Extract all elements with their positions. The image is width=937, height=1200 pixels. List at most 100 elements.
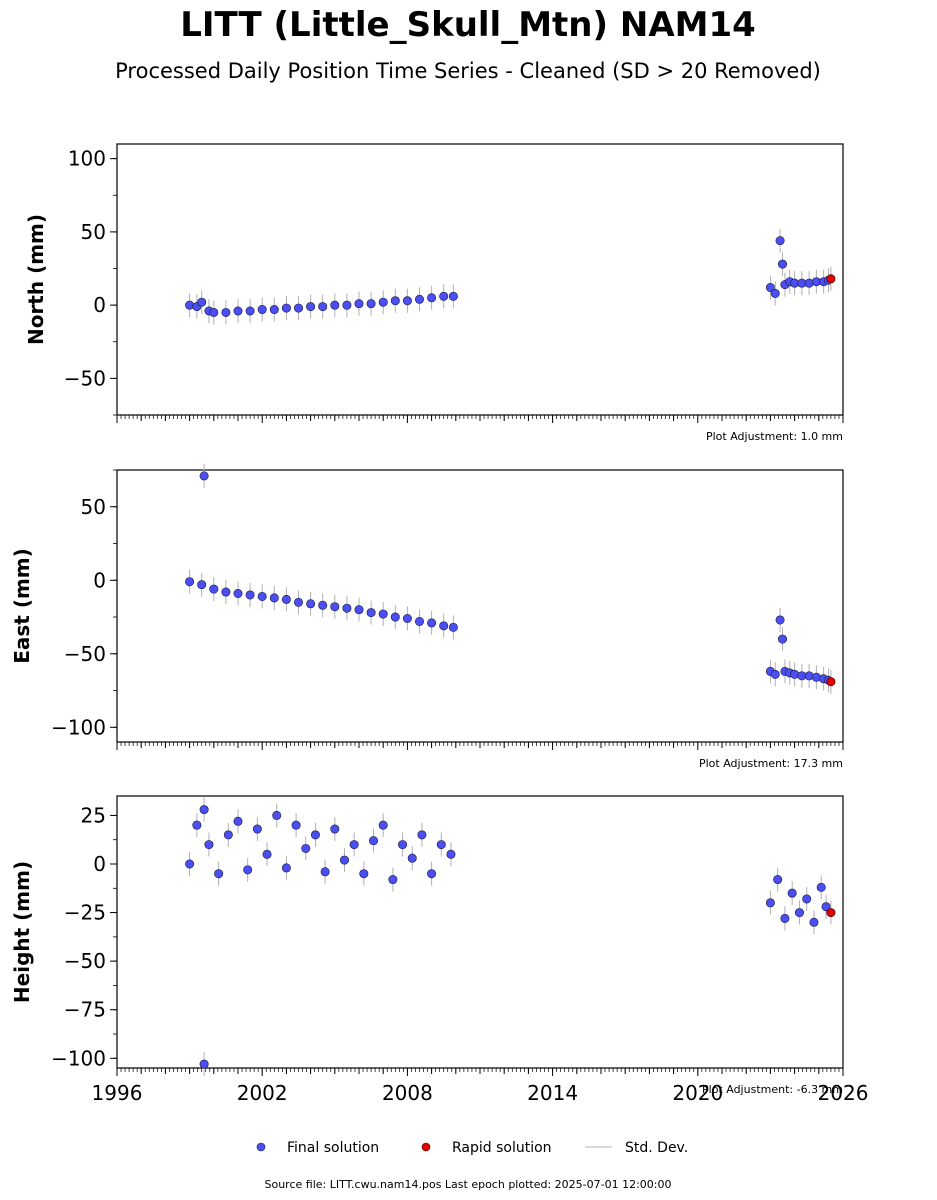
chart-subtitle: Processed Daily Position Time Series - C…: [115, 59, 821, 83]
final-point: [402, 296, 412, 306]
final-point: [354, 605, 364, 615]
y-tick-label: 0: [93, 568, 106, 592]
y-tick-label: 0: [93, 293, 106, 317]
y-tick-label: 50: [81, 495, 106, 519]
final-point: [257, 591, 267, 601]
final-point: [233, 816, 243, 826]
final-point: [262, 849, 272, 859]
final-point: [354, 299, 364, 309]
final-point: [199, 805, 209, 815]
final-point: [252, 824, 262, 834]
north-panel: −50 0 50 100 North (mm) Plot Adjustment: 1.0 …: [24, 143, 844, 443]
final-point: [185, 300, 195, 310]
final-point: [414, 294, 424, 304]
final-point: [269, 593, 279, 603]
source-footer: Source file: LITT.cwu.nam14.pos Last epo…: [265, 1178, 672, 1191]
final-point: [777, 259, 787, 269]
final-point: [209, 584, 219, 594]
final-point: [436, 840, 446, 850]
x-tick-label: 1996: [92, 1081, 143, 1105]
final-point: [339, 855, 349, 865]
y-tick-label: −50: [64, 642, 106, 666]
final-point: [221, 587, 231, 597]
x-tick-label: 2002: [237, 1081, 288, 1105]
final-point: [185, 859, 195, 869]
final-point: [770, 669, 780, 679]
final-point: [809, 917, 819, 927]
final-point: [780, 913, 790, 923]
x-tick-label: 2008: [382, 1081, 433, 1105]
final-point: [204, 840, 214, 850]
final-point: [281, 594, 291, 604]
final-point: [414, 616, 424, 626]
final-point: [378, 820, 388, 830]
final-point: [417, 830, 427, 840]
final-point: [359, 869, 369, 879]
final-point: [765, 283, 775, 293]
x-tick-label: 2026: [818, 1081, 869, 1105]
final-point: [369, 836, 379, 846]
height-panel: −100 −75 −50 −25 0 25 Height (mm) Plot Adjustme…: [10, 795, 869, 1105]
east-panel: −100 −50 0 50 East (mm) Plot Adjustment: 17.3…: [10, 463, 844, 770]
final-point: [209, 307, 219, 317]
final-point: [330, 602, 340, 612]
rapid-point: [826, 677, 836, 687]
final-point: [427, 293, 437, 303]
final-point: [185, 577, 195, 587]
y-tick-label: 25: [81, 803, 106, 827]
final-point: [221, 307, 231, 317]
final-point: [233, 589, 243, 599]
final-point: [448, 622, 458, 632]
final-point: [192, 820, 202, 830]
y-tick-label: −75: [64, 998, 106, 1022]
final-point: [330, 824, 340, 834]
plot-adjustment-label: Plot Adjustment: 17.3 mm: [699, 757, 843, 770]
y-tick-label: −100: [51, 1046, 106, 1070]
final-point: [439, 291, 449, 301]
legend-std-label: Std. Dev.: [625, 1140, 688, 1156]
final-point: [427, 869, 437, 879]
legend-final-label: Final solution: [287, 1140, 379, 1156]
final-point: [378, 609, 388, 619]
final-point: [293, 303, 303, 313]
final-point: [775, 615, 785, 625]
final-point: [320, 867, 330, 877]
chart-title: LITT (Little_Skull_Mtn) NAM14: [180, 5, 756, 45]
final-point: [765, 898, 775, 908]
final-point: [366, 299, 376, 309]
final-point: [366, 608, 376, 618]
y-tick-label: −50: [64, 949, 106, 973]
final-point: [821, 902, 831, 912]
final-point: [802, 894, 812, 904]
final-point: [390, 296, 400, 306]
final-point: [318, 302, 328, 312]
rapid-solution-marker: [421, 1142, 431, 1152]
final-point: [269, 305, 279, 315]
final-point: [773, 875, 783, 885]
y-tick-label: 0: [93, 852, 106, 876]
final-point: [804, 671, 814, 681]
final-point: [199, 471, 209, 481]
final-point: [398, 840, 408, 850]
final-point: [318, 600, 328, 610]
final-point: [775, 236, 785, 246]
final-point: [790, 669, 800, 679]
legend: Final solution Rapid solution Std. Dev.: [256, 1140, 688, 1156]
final-point: [197, 297, 207, 307]
y-axis-label: Height (mm): [10, 861, 34, 1003]
final-point: [446, 849, 456, 859]
y-tick-label: 50: [81, 220, 106, 244]
final-point: [804, 278, 814, 288]
final-point: [439, 621, 449, 631]
y-axis-label: East (mm): [10, 548, 34, 664]
final-point: [402, 613, 412, 623]
final-point: [281, 303, 291, 313]
final-point: [349, 840, 359, 850]
final-solution-marker: [256, 1142, 266, 1152]
final-point: [214, 869, 224, 879]
rapid-point: [826, 908, 836, 918]
x-tick-label: 2020: [672, 1081, 723, 1105]
final-point: [388, 875, 398, 885]
plot-adjustment-label: Plot Adjustment: -6.3 mm: [702, 1083, 843, 1096]
